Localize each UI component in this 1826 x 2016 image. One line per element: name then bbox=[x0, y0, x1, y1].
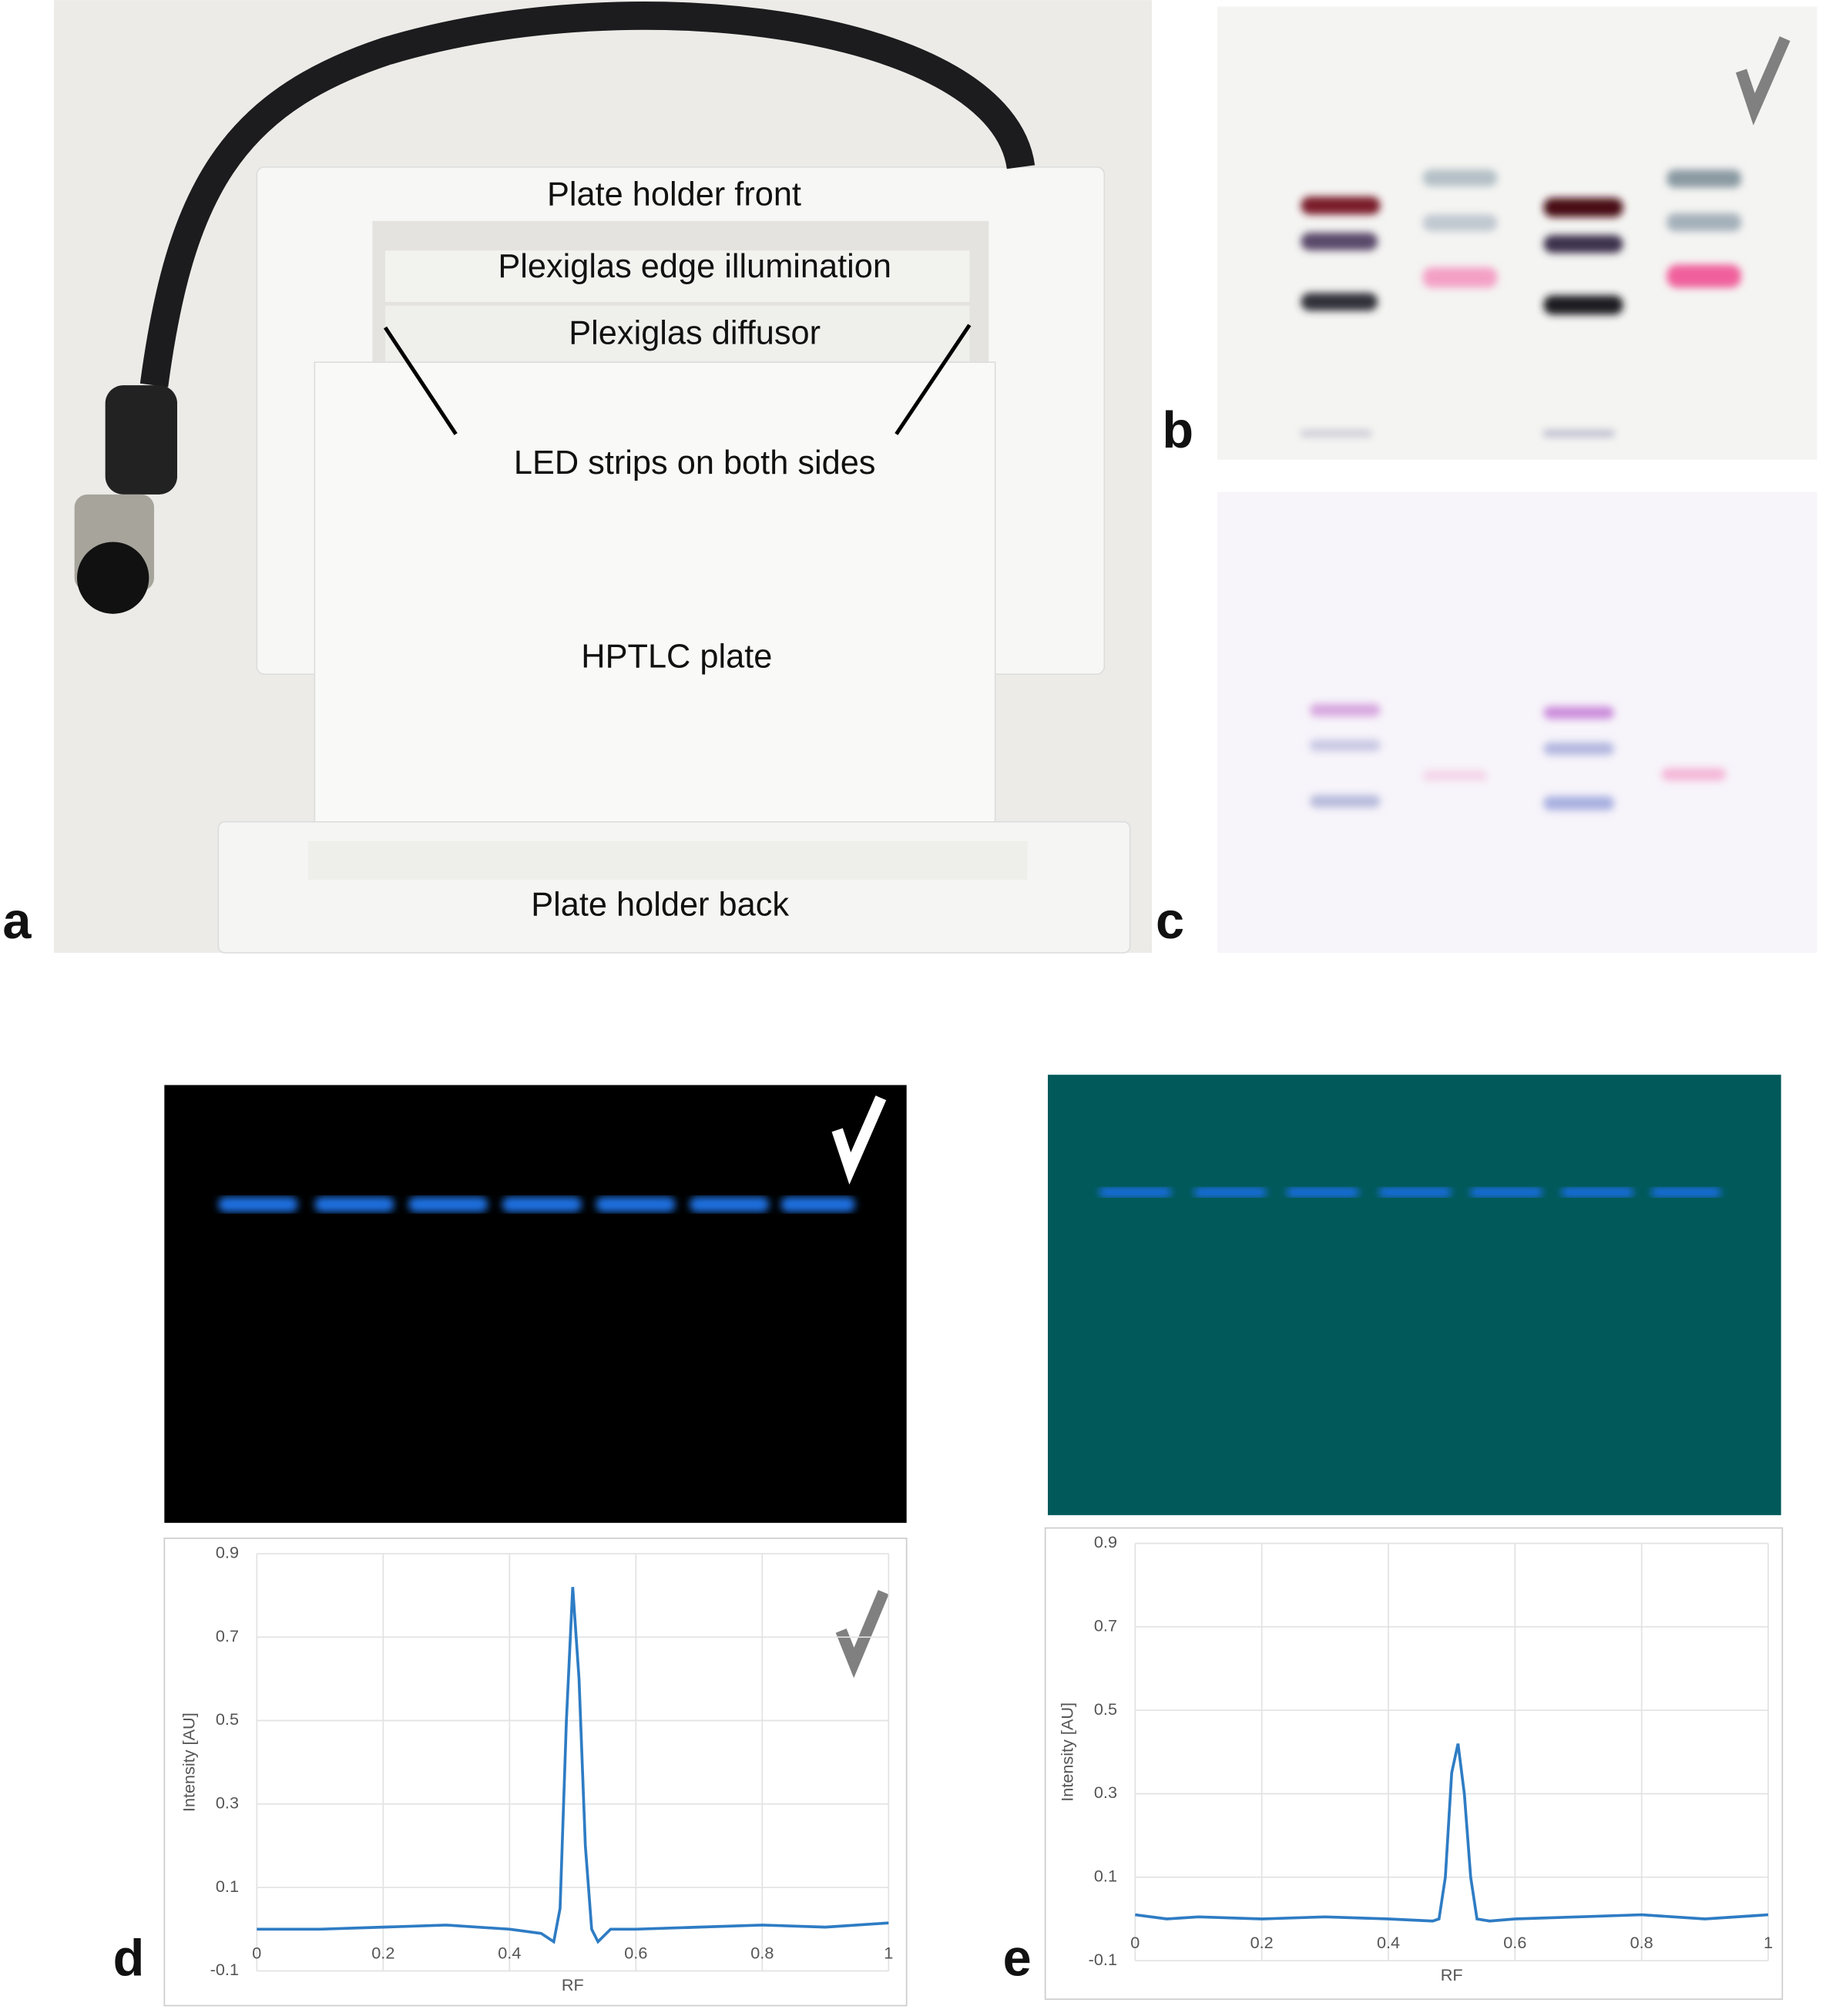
x-tick-label: 0 bbox=[1130, 1933, 1140, 1952]
photo-d bbox=[164, 1085, 907, 1523]
chart-frame bbox=[1044, 1527, 1784, 2000]
panel-letter: b bbox=[1162, 402, 1193, 459]
y-tick-label: 0.1 bbox=[1094, 1867, 1117, 1886]
x-tick-label: 0.6 bbox=[624, 1944, 647, 1963]
photo-label: HPTLC plate bbox=[581, 639, 772, 676]
photo-a bbox=[54, 0, 1152, 954]
data-line bbox=[1135, 1743, 1769, 1923]
photo-label: Plate holder back bbox=[531, 886, 789, 923]
x-tick-label: 0.4 bbox=[1377, 1933, 1400, 1952]
x-tick-label: 0.6 bbox=[1503, 1933, 1526, 1952]
y-tick-label: 0.7 bbox=[216, 1626, 239, 1645]
photo-label: Plexiglas diffusor bbox=[569, 315, 821, 352]
photo-label: Plexiglas edge illumination bbox=[498, 248, 891, 285]
panel-letter: e bbox=[1003, 1930, 1032, 1987]
panel-letter: a bbox=[2, 893, 32, 950]
y-tick-label: 0.1 bbox=[216, 1877, 239, 1896]
x-tick-label: 1 bbox=[884, 1944, 893, 1963]
y-tick-label: 0.7 bbox=[1094, 1616, 1117, 1635]
check-mark bbox=[835, 1589, 889, 1679]
photo-c bbox=[1217, 491, 1818, 953]
y-tick-label: -0.1 bbox=[1089, 1950, 1117, 1969]
y-axis-label: Intensity [AU] bbox=[179, 1712, 198, 1812]
x-tick-label: 0 bbox=[252, 1944, 261, 1963]
y-tick-label: 0.9 bbox=[1094, 1532, 1117, 1551]
x-axis-label: RF bbox=[562, 1975, 584, 1994]
photo-b bbox=[1217, 6, 1818, 460]
x-tick-label: 0.2 bbox=[371, 1944, 394, 1963]
photo-e bbox=[1048, 1075, 1781, 1515]
y-tick-label: 0.3 bbox=[216, 1793, 239, 1813]
x-tick-label: 0.8 bbox=[1630, 1933, 1653, 1952]
y-axis-label: Intensity [AU] bbox=[1057, 1702, 1076, 1802]
x-tick-label: 0.4 bbox=[498, 1944, 521, 1963]
y-tick-label: 0.3 bbox=[1094, 1783, 1117, 1802]
data-line bbox=[257, 1587, 889, 1944]
x-tick-label: 1 bbox=[1764, 1933, 1773, 1952]
photo-label: Plate holder front bbox=[547, 176, 801, 213]
y-tick-label: -0.1 bbox=[210, 1960, 239, 1979]
y-tick-label: 0.5 bbox=[216, 1709, 239, 1729]
photo-label: LED strips on both sides bbox=[514, 444, 876, 481]
panel-letter: d bbox=[113, 1930, 145, 1987]
y-tick-label: 0.5 bbox=[1094, 1699, 1117, 1719]
y-tick-label: 0.9 bbox=[216, 1543, 239, 1562]
chart-frame bbox=[163, 1537, 908, 2007]
x-axis-label: RF bbox=[1441, 1965, 1463, 1984]
x-tick-label: 0.8 bbox=[750, 1944, 774, 1963]
panel-letter: c bbox=[1156, 893, 1184, 950]
x-tick-label: 0.2 bbox=[1250, 1933, 1274, 1952]
